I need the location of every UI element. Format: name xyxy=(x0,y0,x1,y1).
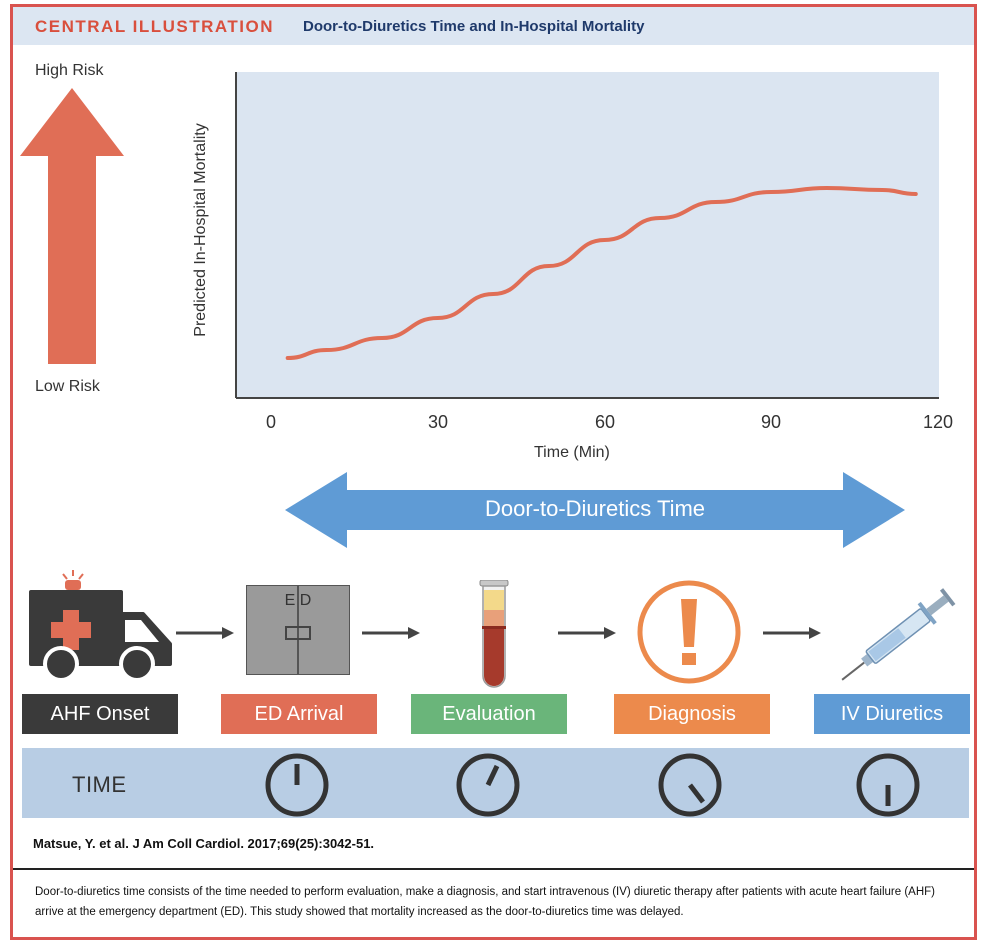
door-to-diuretics-label: Door-to-Diuretics Time xyxy=(484,496,706,521)
step-label: IV Diuretics xyxy=(840,702,944,725)
flow-arrow-icon xyxy=(176,627,234,639)
step-ahf-onset: AHF Onset xyxy=(22,694,178,734)
step-label: Diagnosis xyxy=(648,702,736,725)
header-tag: CENTRAL ILLUSTRATION xyxy=(35,17,275,36)
clock-icon xyxy=(856,753,920,817)
ambulance-icon xyxy=(29,570,172,680)
x-tick-label: 60 xyxy=(594,412,616,432)
step-label: Evaluation xyxy=(442,702,536,725)
ed-doors-icon: E D xyxy=(245,584,351,676)
caption: Door-to-diuretics time consists of the t… xyxy=(35,886,935,918)
step-evaluation: Evaluation xyxy=(411,694,567,734)
mortality-curve xyxy=(285,185,918,360)
x-tick-label: 90 xyxy=(760,412,782,432)
risk-arrow-icon xyxy=(20,88,124,364)
exclamation-icon xyxy=(637,580,741,684)
ed-door-text: E D xyxy=(284,592,312,609)
test-tube-icon xyxy=(479,580,509,688)
divider xyxy=(13,868,974,870)
time-label: TIME xyxy=(72,772,127,797)
x-axis-label: Time (Min) xyxy=(534,444,610,461)
clock-icon xyxy=(456,753,520,817)
flow-arrow-icon xyxy=(362,627,420,639)
y-axis-label: Predicted In-Hospital Mortality xyxy=(192,123,209,337)
double-arrow-icon xyxy=(285,472,905,548)
syringe-icon xyxy=(841,588,956,681)
x-tick-label: 120 xyxy=(922,412,954,432)
header-title: Door-to-Diuretics Time and In-Hospital M… xyxy=(303,18,645,35)
step-diagnosis: Diagnosis xyxy=(614,694,770,734)
header-bar: CENTRAL ILLUSTRATION Door-to-Diuretics T… xyxy=(13,7,974,45)
clock-icon xyxy=(265,753,329,817)
low-risk-label: Low Risk xyxy=(35,378,100,395)
step-label: AHF Onset xyxy=(50,702,150,725)
citation: Matsue, Y. et al. J Am Coll Cardiol. 201… xyxy=(33,836,375,851)
time-bar: TIME xyxy=(22,748,969,818)
x-tick-label: 30 xyxy=(427,412,449,432)
high-risk-label: High Risk xyxy=(35,62,104,79)
flow-arrow-icon xyxy=(558,627,616,639)
flow-arrow-icon xyxy=(763,627,821,639)
y-axis-label-wrap: Predicted In-Hospital Mortality xyxy=(186,80,216,380)
mortality-chart xyxy=(235,72,939,399)
clock-icon xyxy=(658,753,722,817)
step-ed-arrival: ED Arrival xyxy=(221,694,377,734)
step-iv-diuretics: IV Diuretics xyxy=(814,694,970,734)
step-label: ED Arrival xyxy=(254,702,344,725)
x-tick-label: 0 xyxy=(265,412,277,432)
